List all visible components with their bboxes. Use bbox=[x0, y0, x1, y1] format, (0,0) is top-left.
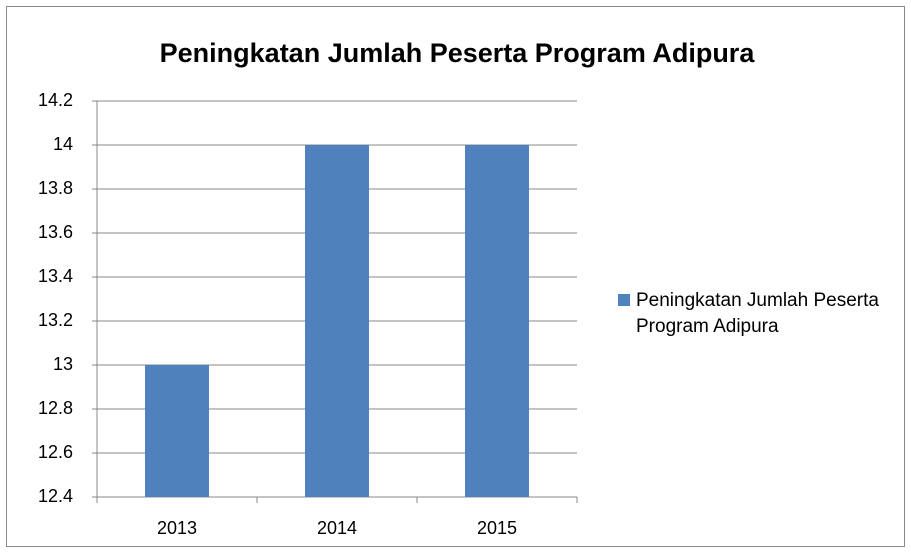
y-tick-label: 14 bbox=[53, 134, 73, 154]
legend: Peningkatan Jumlah Peserta Program Adipu… bbox=[618, 288, 906, 340]
x-tick-label: 2014 bbox=[317, 518, 357, 538]
y-tick-label: 13.8 bbox=[38, 178, 73, 198]
y-tick-label: 12.6 bbox=[38, 442, 73, 462]
y-tick-label: 13 bbox=[53, 354, 73, 374]
bar bbox=[305, 145, 369, 497]
y-tick-label: 13.2 bbox=[38, 310, 73, 330]
bar bbox=[465, 145, 529, 497]
y-tick-label: 13.4 bbox=[38, 266, 73, 286]
legend-label: Peningkatan Jumlah Peserta Program Adipu… bbox=[636, 290, 879, 337]
x-tick-label: 2013 bbox=[157, 518, 197, 538]
y-tick-label: 14.2 bbox=[38, 90, 73, 110]
x-tick-label: 2015 bbox=[477, 518, 517, 538]
y-tick-label: 12.8 bbox=[38, 398, 73, 418]
legend-swatch bbox=[618, 294, 630, 306]
bar bbox=[145, 365, 209, 497]
y-tick-label: 12.4 bbox=[38, 486, 73, 506]
chart-title: Peningkatan Jumlah Peserta Program Adipu… bbox=[160, 38, 756, 68]
y-tick-label: 13.6 bbox=[38, 222, 73, 242]
